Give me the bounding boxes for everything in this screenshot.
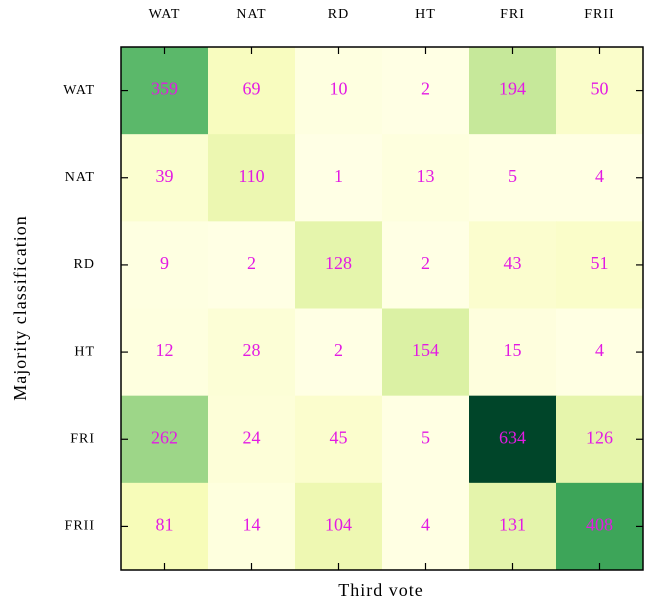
cell	[556, 221, 644, 309]
x-tick-label: WAT	[149, 7, 181, 22]
cell	[469, 134, 557, 222]
y-tick-label: NAT	[65, 170, 95, 185]
value-label: 51	[591, 253, 609, 273]
cell	[556, 482, 644, 571]
y-tick-label: WAT	[63, 83, 95, 98]
value-label: 5	[508, 166, 517, 186]
cell	[469, 221, 557, 309]
cell	[295, 47, 383, 135]
x-tick-label: RD	[328, 7, 349, 22]
value-label: 126	[586, 427, 613, 447]
cell	[208, 221, 296, 309]
value-label: 4	[595, 166, 604, 186]
cell	[295, 395, 383, 484]
cell	[121, 47, 209, 135]
value-label: 10	[330, 79, 348, 99]
cell	[556, 47, 644, 135]
cell	[382, 482, 470, 571]
cell	[208, 47, 296, 135]
value-label: 2	[421, 79, 430, 99]
value-label: 13	[417, 166, 435, 186]
cell	[208, 482, 296, 571]
cell	[469, 47, 557, 135]
cell	[295, 221, 383, 309]
value-label: 110	[238, 166, 264, 186]
cell	[121, 134, 209, 222]
cell	[121, 308, 209, 397]
x-tick-label: FRI	[500, 7, 525, 22]
x-axis-label: Third vote	[338, 580, 423, 600]
cell	[121, 482, 209, 571]
value-label: 128	[325, 253, 352, 273]
value-label: 14	[243, 515, 261, 535]
cell	[469, 482, 557, 571]
value-label: 45	[330, 427, 348, 447]
value-label: 2	[334, 340, 343, 360]
value-label: 2	[247, 253, 256, 273]
cell	[556, 308, 644, 397]
cell	[382, 47, 470, 135]
cell	[556, 134, 644, 222]
cell	[295, 308, 383, 397]
y-tick-label: RD	[74, 257, 95, 272]
value-label: 4	[595, 340, 604, 360]
x-tick-label: HT	[415, 7, 436, 22]
value-label: 81	[156, 515, 174, 535]
value-label: 359	[151, 79, 178, 99]
cell	[295, 134, 383, 222]
cell	[208, 308, 296, 397]
cell	[382, 221, 470, 309]
value-label: 154	[412, 340, 439, 360]
cell	[469, 395, 557, 484]
value-label: 39	[156, 166, 174, 186]
value-label: 262	[151, 427, 178, 447]
value-label: 43	[504, 253, 522, 273]
value-label: 4	[421, 515, 430, 535]
cell	[469, 308, 557, 397]
value-label: 104	[325, 515, 352, 535]
value-label: 1	[334, 166, 343, 186]
cell	[208, 395, 296, 484]
plot-frame	[120, 46, 644, 571]
value-label: 12	[156, 340, 174, 360]
y-tick-label: FRI	[70, 431, 95, 446]
value-label: 5	[421, 427, 430, 447]
y-tick-label: HT	[74, 344, 95, 359]
cell	[382, 308, 470, 397]
cell	[556, 395, 644, 484]
cell	[208, 134, 296, 222]
value-label: 50	[591, 79, 609, 99]
y-axis-label: Majority classification	[10, 215, 30, 400]
value-label: 9	[160, 253, 169, 273]
value-label: 194	[499, 79, 526, 99]
x-tick-label: FRII	[584, 7, 614, 22]
cell	[121, 395, 209, 484]
cell	[295, 482, 383, 571]
value-label: 15	[504, 340, 522, 360]
x-tick-label: NAT	[236, 7, 266, 22]
y-tick-label: FRII	[65, 519, 95, 534]
value-label: 634	[499, 427, 526, 447]
cell	[382, 395, 470, 484]
value-label: 28	[243, 340, 261, 360]
value-label: 2	[421, 253, 430, 273]
cell	[121, 221, 209, 309]
value-label: 131	[499, 515, 526, 535]
cell	[382, 134, 470, 222]
value-label: 24	[243, 427, 261, 447]
value-label: 408	[586, 515, 613, 535]
value-label: 69	[243, 79, 261, 99]
